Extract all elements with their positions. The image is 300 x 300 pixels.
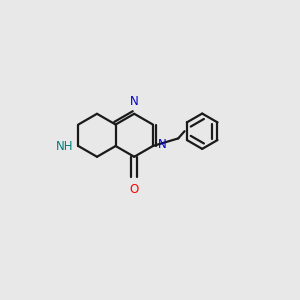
Text: N: N	[130, 95, 139, 109]
Text: N: N	[158, 138, 167, 151]
Text: O: O	[130, 183, 139, 196]
Text: NH: NH	[56, 140, 73, 152]
